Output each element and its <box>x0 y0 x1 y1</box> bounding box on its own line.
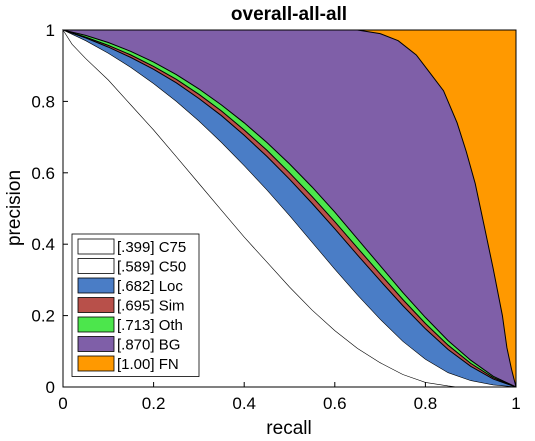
x-tick-label: 0.8 <box>414 394 438 413</box>
y-tick-label: 0.8 <box>31 92 55 111</box>
y-tick-label: 0.6 <box>31 164 55 183</box>
legend: [.399] C75 [.589] C50 [.682] Loc [.695] Sim… <box>71 233 200 377</box>
x-tick-label: 1 <box>511 394 520 413</box>
y-tick-label: 1 <box>46 21 55 40</box>
legend-label-713-oth: [.713] Oth <box>117 317 183 334</box>
x-axis-ticks: 0 0.2 0.4 0.6 0.8 1 <box>58 382 521 413</box>
y-tick-label: 0.4 <box>31 235 55 254</box>
x-tick-label: 0.4 <box>232 394 256 413</box>
legend-swatch-713-oth <box>77 316 115 333</box>
y-tick-label: 0 <box>46 378 55 397</box>
y-axis-ticks: 0 0.2 0.4 0.6 0.8 1 <box>31 21 68 397</box>
legend-swatch-870-bg <box>77 336 115 352</box>
x-axis-label: recall <box>266 418 311 439</box>
legend-swatch-399-c75 <box>77 238 115 255</box>
legend-swatch-589-c50 <box>77 258 115 274</box>
legend-swatch-695-sim <box>77 297 115 313</box>
legend-label-399-c75: [.399] C75 <box>117 239 186 256</box>
legend-label-682-loc: [.682] Loc <box>117 278 183 295</box>
y-tick-label: 0.2 <box>31 307 55 326</box>
legend-label-695-sim: [.695] Sim <box>117 298 185 315</box>
plot-frame <box>62 29 517 388</box>
chart-title: overall-all-all <box>231 4 347 25</box>
x-tick-label: 0.2 <box>142 394 166 413</box>
legend-label-1-00-fn: [1.00] FN <box>117 356 179 373</box>
legend-label-589-c50: [.589] C50 <box>117 259 186 276</box>
y-axis-label: precision <box>4 170 25 246</box>
legend-label-870-bg: [.870] BG <box>117 337 180 354</box>
legend-swatch-1-00-fn <box>77 355 115 372</box>
legend-swatch-682-loc <box>77 277 115 294</box>
x-tick-label: 0.6 <box>323 394 347 413</box>
x-tick-label: 0 <box>58 394 67 413</box>
